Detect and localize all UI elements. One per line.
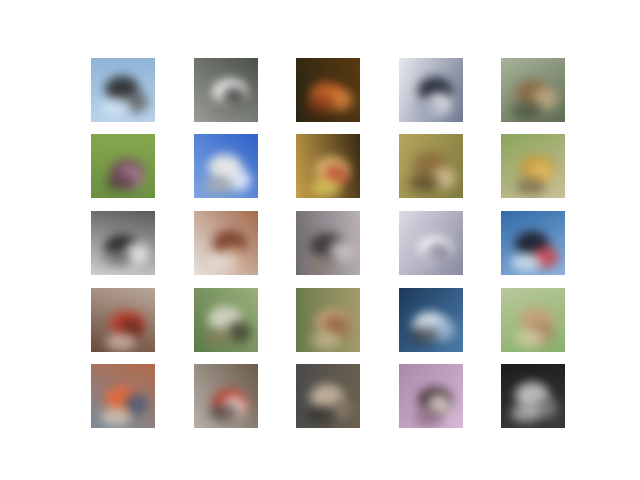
- image-blob: [516, 177, 546, 195]
- image-blob: [511, 102, 541, 120]
- image-blob: [306, 96, 336, 114]
- generated-image-tile: [399, 211, 463, 275]
- generated-image-tile: [194, 211, 258, 275]
- image-blob: [209, 101, 239, 119]
- generated-image-tile: [194, 134, 258, 198]
- image-blob: [329, 240, 353, 262]
- image-blob: [311, 179, 341, 197]
- generated-image-tile: [296, 211, 360, 275]
- generated-image-tile: [296, 288, 360, 352]
- image-blob: [414, 409, 444, 427]
- image-blob: [204, 328, 234, 346]
- generated-image-tile: [296, 364, 360, 428]
- generated-image-tile: [296, 58, 360, 122]
- generated-image-tile: [194, 58, 258, 122]
- generated-image-tile: [194, 364, 258, 428]
- image-blob: [516, 329, 546, 347]
- generated-image-tile: [91, 364, 155, 428]
- image-blob: [209, 403, 239, 421]
- image-blob: [409, 174, 439, 192]
- image-blob: [414, 99, 444, 117]
- image-blob: [209, 252, 239, 270]
- image-blob: [101, 98, 131, 116]
- image-blob: [511, 404, 541, 422]
- generated-image-tile: [399, 288, 463, 352]
- image-blob: [101, 408, 131, 426]
- generated-image-tile: [501, 288, 565, 352]
- generated-image-tile: [194, 288, 258, 352]
- generated-image-tile: [501, 58, 565, 122]
- image-blob: [306, 406, 336, 424]
- generated-image-tile: [91, 58, 155, 122]
- image-blob: [124, 393, 148, 415]
- image-blob: [409, 326, 439, 344]
- generated-image-tile: [91, 211, 155, 275]
- generated-image-tile: [91, 288, 155, 352]
- generated-image-tile: [91, 134, 155, 198]
- generated-image-tile: [399, 134, 463, 198]
- generated-image-tile: [399, 364, 463, 428]
- generated-image-tile: [501, 134, 565, 198]
- image-blob: [511, 253, 541, 271]
- image-blob: [106, 173, 136, 191]
- image-blob: [101, 249, 131, 267]
- image-blob: [306, 255, 336, 273]
- image-blob: [534, 87, 558, 109]
- generated-image-tile: [501, 211, 565, 275]
- generated-image-tile: [501, 364, 565, 428]
- image-blob: [414, 250, 444, 268]
- image-blob: [311, 331, 341, 349]
- generated-image-tile: [399, 58, 463, 122]
- image-blob: [106, 333, 136, 351]
- generated-image-tile: [296, 134, 360, 198]
- image-blob: [204, 176, 234, 194]
